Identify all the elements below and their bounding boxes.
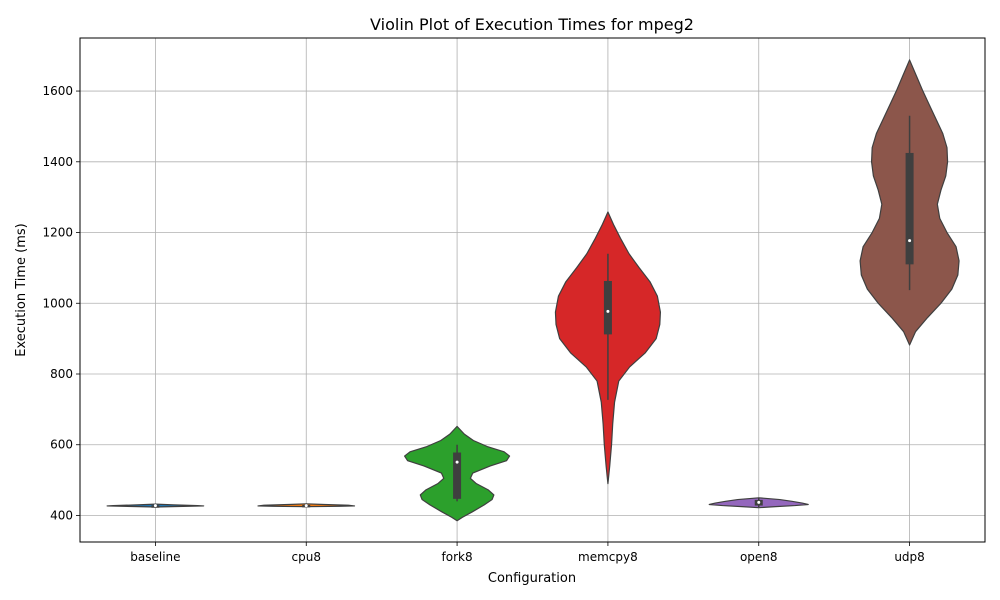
- median-marker-fork8: [455, 460, 459, 464]
- median-marker-open8: [757, 500, 761, 504]
- y-tick-label: 400: [50, 508, 73, 522]
- y-tick-label: 1200: [42, 226, 73, 240]
- y-tick-label: 1400: [42, 155, 73, 169]
- y-axis-ticks: 400 600 800 1000 1200 1400 1600: [42, 84, 80, 522]
- violin-fork8: [403, 425, 511, 522]
- y-tick-label: 800: [50, 367, 73, 381]
- iqr-box-udp8: [905, 152, 914, 265]
- x-axis-label: Configuration: [488, 571, 576, 586]
- iqr-box-fork8: [453, 452, 462, 499]
- median-marker-memcpy8: [606, 309, 610, 313]
- violin-udp8: [859, 59, 960, 346]
- violins: [106, 59, 960, 522]
- x-tick-label-open8: open8: [740, 550, 778, 564]
- chart-title: Violin Plot of Execution Times for mpeg2: [370, 15, 694, 34]
- x-tick-label-memcpy8: memcpy8: [578, 550, 638, 564]
- median-marker-cpu8: [304, 504, 308, 508]
- y-axis-label: Execution Time (ms): [14, 223, 29, 356]
- x-tick-label-baseline: baseline: [130, 550, 180, 564]
- y-tick-label: 1600: [42, 84, 73, 98]
- violin-memcpy8: [554, 211, 662, 485]
- plot-background: [80, 38, 985, 542]
- violin-cpu8: [257, 503, 356, 508]
- violin-open8: [708, 497, 809, 509]
- plot-frame: [79, 37, 986, 543]
- median-marker-baseline: [153, 504, 157, 508]
- y-tick-label: 600: [50, 438, 73, 452]
- median-marker-udp8: [908, 239, 912, 243]
- violin-baseline: [106, 503, 205, 508]
- y-tick-label: 1000: [42, 296, 73, 310]
- x-tick-label-fork8: fork8: [442, 550, 473, 564]
- iqr-box-memcpy8: [603, 280, 612, 335]
- x-tick-label-cpu8: cpu8: [292, 550, 321, 564]
- x-tick-label-udp8: udp8: [894, 550, 924, 564]
- x-axis-ticks: baseline cpu8 fork8 memcpy8 open8 udp8: [130, 542, 925, 564]
